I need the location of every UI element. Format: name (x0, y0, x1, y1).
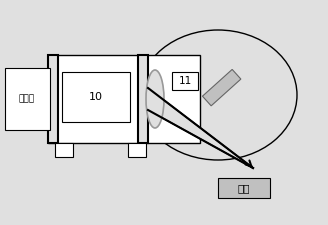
Bar (55, 143, 73, 157)
Bar (128, 143, 146, 157)
Bar (62, 72, 130, 122)
Text: 11: 11 (178, 76, 192, 86)
Polygon shape (148, 88, 253, 168)
Bar (218, 178, 270, 198)
Bar (172, 72, 198, 90)
Ellipse shape (139, 30, 297, 160)
Bar (48, 55, 58, 143)
Bar (202, 70, 241, 106)
Text: 10: 10 (89, 92, 103, 102)
Ellipse shape (146, 70, 164, 128)
Text: 激光器: 激光器 (19, 94, 35, 104)
Bar (48, 55, 200, 143)
Bar (5, 68, 50, 130)
Text: 样品: 样品 (238, 183, 250, 193)
Bar (138, 55, 148, 143)
